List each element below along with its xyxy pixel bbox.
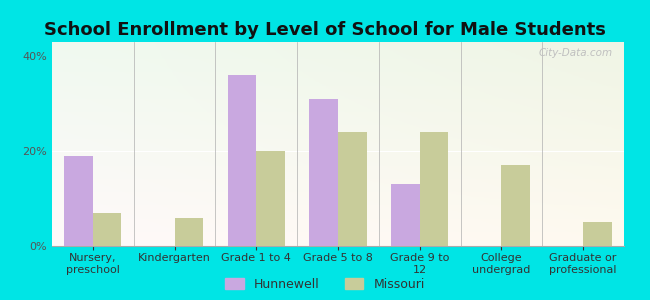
Bar <box>501 165 530 246</box>
Bar <box>93 213 122 246</box>
Bar <box>420 132 448 246</box>
Bar <box>227 75 256 246</box>
Bar <box>175 218 203 246</box>
Bar <box>391 184 420 246</box>
Bar <box>309 99 338 246</box>
Legend: Hunnewell, Missouri: Hunnewell, Missouri <box>225 278 425 291</box>
Bar <box>256 151 285 246</box>
Bar <box>583 222 612 246</box>
Bar <box>64 156 93 246</box>
Text: City-Data.com: City-Data.com <box>538 48 612 58</box>
Text: School Enrollment by Level of School for Male Students: School Enrollment by Level of School for… <box>44 21 606 39</box>
Bar <box>338 132 367 246</box>
